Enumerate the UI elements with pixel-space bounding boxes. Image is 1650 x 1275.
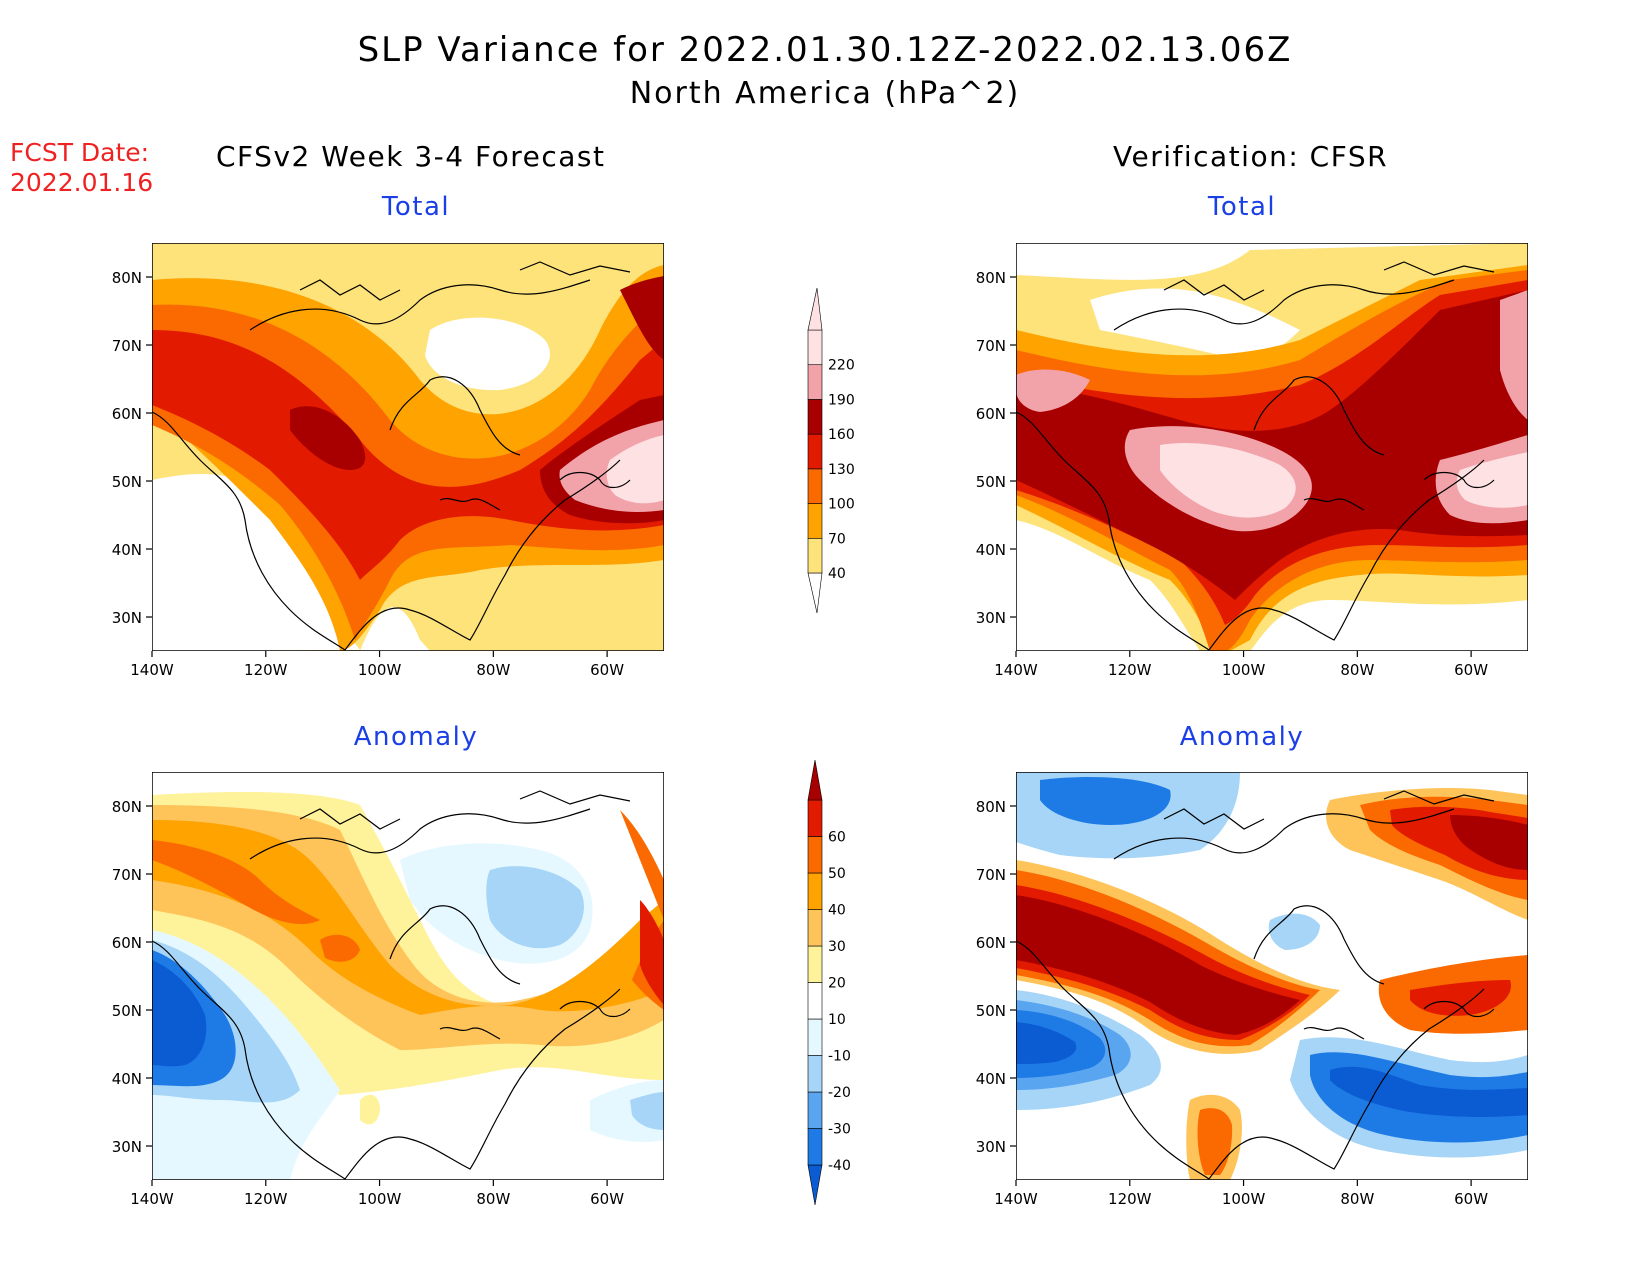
lon-tick-label: 80W	[476, 1190, 510, 1208]
lat-tick-label: 40N	[112, 541, 142, 559]
lat-tick-label: 30N	[112, 609, 142, 627]
colorbar-total-label: 40	[828, 566, 846, 582]
colorbar-total-label: 70	[828, 531, 846, 547]
colorbar-anomaly-label: -20	[828, 1085, 851, 1101]
fcst-date-label: FCST Date:	[10, 138, 150, 167]
lon-tick-label: 120W	[1108, 1190, 1152, 1208]
colorbar-anomaly-label: 50	[828, 866, 846, 882]
lat-tick-label: 80N	[112, 798, 142, 816]
colorbar-anomaly-swatch	[807, 836, 823, 874]
panel-title-verif-total: Total	[1207, 192, 1277, 222]
lat-tick-label: 70N	[112, 337, 142, 355]
lon-tick-label: 140W	[994, 661, 1038, 679]
colorbar-total-swatch	[807, 537, 823, 574]
panel-title-fcst-total: Total	[381, 192, 451, 222]
lat-tick-label: 80N	[976, 798, 1006, 816]
colorbar-anomaly-label: -10	[828, 1049, 851, 1065]
colorbar-anomaly-upper-arrow	[807, 759, 823, 801]
colorbar-anomaly-swatch	[807, 872, 823, 910]
colorbar-anomaly-swatch	[807, 945, 823, 983]
colorbar-anomaly-label: -30	[828, 1122, 851, 1138]
colorbar-total-swatch	[807, 468, 823, 504]
lat-tick-label: 80N	[112, 269, 142, 287]
lat-tick-label: 50N	[976, 1002, 1006, 1020]
right-column-title: Verification: CFSR	[1113, 140, 1389, 173]
colorbar-total-swatch	[807, 433, 823, 470]
map-verif-anomaly	[1016, 772, 1528, 1180]
colorbar-anomaly-lower-arrow	[807, 1164, 823, 1206]
colorbar-anomaly-label: 20	[828, 976, 846, 992]
lon-tick-label: 60W	[590, 661, 624, 679]
colorbar-total-label: 160	[828, 427, 855, 443]
lat-tick-label: 30N	[976, 609, 1006, 627]
panel-title-fcst-anomaly: Anomaly	[353, 722, 479, 752]
lat-tick-label: 60N	[112, 405, 142, 423]
colorbar-anomaly-label: 10	[828, 1012, 846, 1028]
lon-tick-label: 100W	[1222, 661, 1266, 679]
lon-tick-label: 140W	[994, 1190, 1038, 1208]
lon-tick-label: 60W	[1454, 1190, 1488, 1208]
colorbar-anomaly-swatch	[807, 982, 823, 1020]
lat-tick-label: 30N	[976, 1138, 1006, 1156]
fcst-date-value: 2022.01.16	[10, 168, 154, 197]
colorbar-total: 40 70 100 130 160 190 220	[807, 287, 855, 614]
lon-tick-label: 100W	[1222, 1190, 1266, 1208]
lat-tick-label: 70N	[976, 337, 1006, 355]
lon-tick-label: 120W	[1108, 661, 1152, 679]
lon-tick-label: 80W	[476, 661, 510, 679]
colorbar-anomaly-swatch	[807, 1091, 823, 1129]
lon-tick-label: 100W	[358, 661, 402, 679]
lat-tick-label: 70N	[112, 866, 142, 884]
lon-tick-label: 60W	[590, 1190, 624, 1208]
colorbar-anomaly-swatch	[807, 799, 823, 837]
colorbar-anomaly-swatch	[807, 1055, 823, 1093]
colorbar-anomaly: -40 -30 -20 -10 10 20 30 40 50 60	[807, 759, 851, 1206]
lat-tick-label: 50N	[112, 473, 142, 491]
lat-tick-label: 60N	[112, 934, 142, 952]
lon-tick-label: 120W	[244, 661, 288, 679]
lon-tick-label: 120W	[244, 1190, 288, 1208]
lon-tick-label: 60W	[1454, 661, 1488, 679]
lat-tick-label: 80N	[976, 269, 1006, 287]
map-fcst-anomaly	[152, 772, 664, 1180]
lat-tick-label: 60N	[976, 934, 1006, 952]
colorbar-total-label: 190	[828, 392, 855, 408]
colorbar-total-lower-arrow	[807, 572, 823, 614]
lon-tick-label: 140W	[130, 1190, 174, 1208]
colorbar-anomaly-label: 30	[828, 939, 846, 955]
colorbar-anomaly-label: 40	[828, 903, 846, 919]
colorbar-total-label: 220	[828, 358, 855, 374]
lat-tick-label: 60N	[976, 405, 1006, 423]
lon-tick-label: 80W	[1340, 661, 1374, 679]
colorbar-anomaly-swatch	[807, 1128, 823, 1166]
main-title: SLP Variance for 2022.01.30.12Z-2022.02.…	[357, 30, 1293, 70]
colorbar-total-upper-arrow	[807, 287, 823, 331]
colorbar-anomaly-label: 60	[828, 830, 846, 846]
lat-tick-label: 50N	[976, 473, 1006, 491]
colorbar-total-swatch	[807, 329, 823, 366]
colorbar-anomaly-swatch	[807, 909, 823, 947]
map-verif-total	[1016, 243, 1528, 651]
lat-tick-label: 40N	[976, 1070, 1006, 1088]
colorbar-total-swatch	[807, 503, 823, 539]
lon-tick-label: 140W	[130, 661, 174, 679]
lon-tick-label: 100W	[358, 1190, 402, 1208]
colorbar-total-label: 100	[828, 497, 855, 513]
panel-title-verif-anomaly: Anomaly	[1179, 722, 1305, 752]
lat-tick-label: 30N	[112, 1138, 142, 1156]
colorbar-total-label: 130	[828, 462, 855, 478]
lat-tick-label: 40N	[112, 1070, 142, 1088]
lon-tick-label: 80W	[1340, 1190, 1374, 1208]
lat-tick-label: 70N	[976, 866, 1006, 884]
colorbar-total-swatch	[807, 399, 823, 435]
fcst-date: FCST Date: 2022.01.16	[10, 138, 153, 198]
colorbar-total-swatch	[807, 364, 823, 400]
lat-tick-label: 40N	[976, 541, 1006, 559]
main-subtitle: North America (hPa^2)	[629, 76, 1021, 111]
map-fcst-total	[152, 243, 664, 651]
colorbar-anomaly-label: -40	[828, 1158, 851, 1174]
colorbar-anomaly-swatch	[807, 1018, 823, 1056]
left-column-title: CFSv2 Week 3-4 Forecast	[216, 140, 606, 173]
lat-tick-label: 50N	[112, 1002, 142, 1020]
